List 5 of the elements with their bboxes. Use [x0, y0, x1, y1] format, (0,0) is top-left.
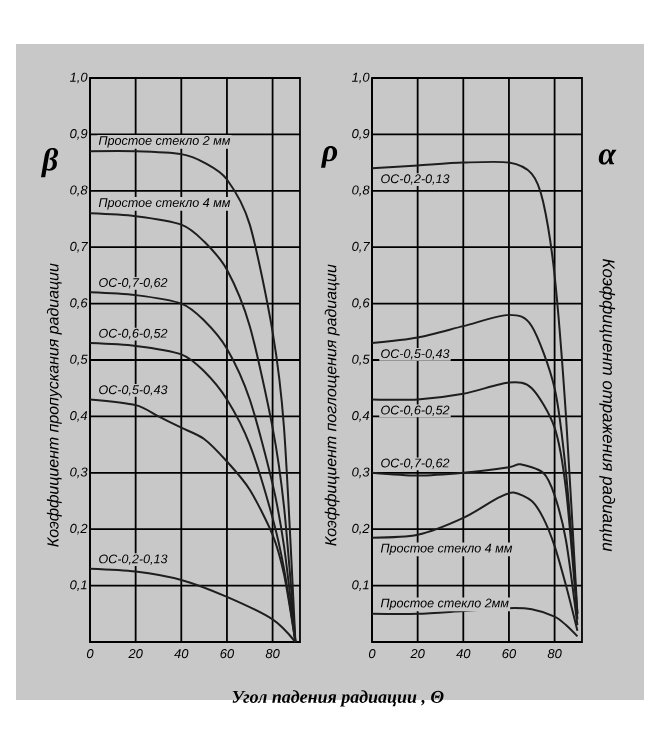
- y2-axis-title: Коэффициент отражения радиации: [599, 259, 616, 552]
- text: ρ: [321, 146, 338, 168]
- text: α: [598, 149, 617, 165]
- text: β: [40, 147, 59, 178]
- x-axis-title: Угол падения радиации , Θ: [232, 690, 444, 707]
